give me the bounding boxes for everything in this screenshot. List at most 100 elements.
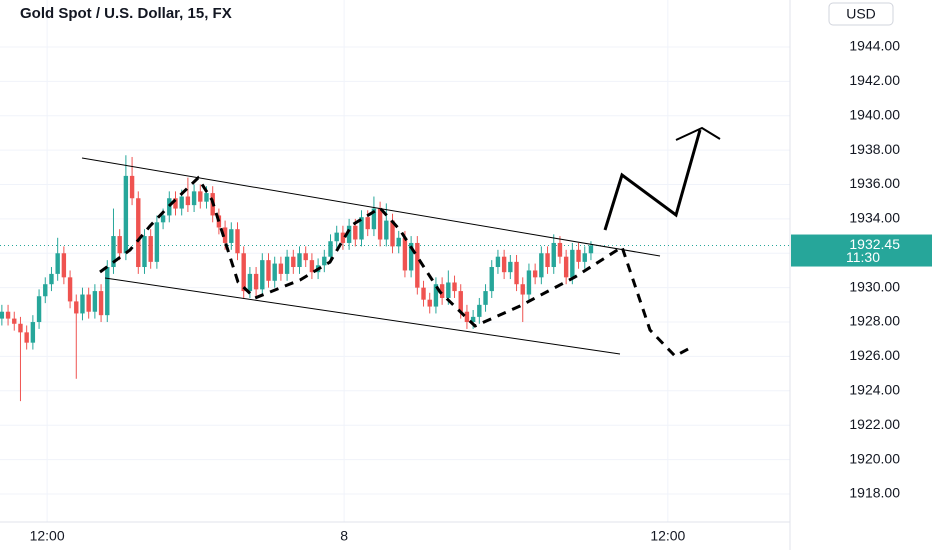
candle-body (408, 242, 414, 271)
y-tick-label: 1938.00 (849, 141, 900, 157)
candle-body (36, 296, 42, 323)
candle-body (12, 318, 17, 324)
candle-body (55, 253, 60, 274)
candle-body (452, 282, 457, 292)
candle-body (291, 256, 296, 268)
candle-body (167, 198, 172, 216)
candle-body (588, 245, 594, 254)
drawings (81, 126, 721, 358)
candle-body (334, 232, 339, 242)
candle-body (154, 222, 160, 262)
candle-body (18, 323, 23, 333)
candle-body (303, 253, 308, 261)
candle-body (136, 198, 141, 268)
y-tick-label: 1936.00 (849, 175, 900, 191)
candle-body (402, 237, 408, 271)
candle-body (278, 263, 284, 274)
candle-body (532, 270, 538, 278)
candle-body (427, 299, 432, 307)
last-price-label: 1932.45 (849, 236, 900, 252)
candle-body (557, 242, 563, 257)
y-tick-label: 1940.00 (849, 106, 900, 122)
candle-body (266, 260, 271, 281)
candle-body (346, 225, 352, 243)
candle-body (173, 198, 178, 209)
candle-body (253, 273, 259, 290)
candle-body (501, 256, 507, 273)
candle-body (235, 229, 240, 254)
candle-body (43, 284, 48, 297)
candle-body (129, 175, 135, 199)
candle-body (477, 304, 482, 317)
y-tick-label: 1926.00 (849, 347, 900, 363)
candle-body (185, 196, 191, 206)
candle-body (539, 253, 544, 278)
candle-body (470, 316, 476, 323)
candle-body (61, 253, 67, 278)
candle-body (204, 193, 209, 202)
candle-body (80, 294, 85, 314)
candle-body (142, 236, 147, 268)
candle-body (272, 263, 277, 281)
candle-body (160, 215, 166, 223)
candle-body (284, 256, 290, 274)
candle-body (377, 208, 383, 240)
y-tick-label: 1944.00 (849, 38, 900, 54)
candle-body (464, 311, 470, 323)
candle-body (105, 267, 110, 316)
candle-body (396, 237, 401, 247)
candle-body (421, 287, 426, 300)
candle-body (415, 242, 420, 288)
candle-body (545, 253, 550, 268)
channel-upper (81, 157, 661, 257)
candle-body (489, 267, 494, 292)
candle-body (520, 284, 525, 295)
candle-body (446, 282, 451, 298)
candle-body (570, 249, 575, 278)
candle-body (439, 284, 445, 298)
candle-body (24, 332, 29, 343)
chart-title: Gold Spot / U.S. Dollar, 15, FX (20, 5, 232, 22)
candle-body (49, 273, 54, 285)
candle-body (576, 249, 581, 262)
currency-button[interactable] (828, 2, 894, 26)
candle-body (297, 253, 302, 268)
candle-body (433, 284, 439, 307)
y-tick-label: 1934.00 (849, 210, 900, 226)
y-tick-label: 1920.00 (849, 450, 900, 466)
x-tick-label: 12:00 (30, 528, 65, 544)
candle-body (74, 301, 79, 314)
candle-body (384, 220, 389, 240)
currency[interactable]: USD (846, 6, 876, 22)
candle-body (30, 322, 36, 343)
channel-lower (104, 277, 621, 355)
candle-body (92, 291, 98, 312)
candle-body (117, 236, 122, 254)
y-tick-label: 1918.00 (849, 485, 900, 501)
grid (0, 0, 790, 522)
candle-body (148, 236, 153, 262)
countdown: 11:30 (846, 249, 880, 265)
candle-body (353, 225, 358, 240)
candle-body (495, 256, 501, 268)
candle-body (514, 261, 519, 285)
candle-body (241, 253, 246, 292)
candle-body (526, 270, 532, 295)
candle-body (322, 256, 327, 266)
candle-body (222, 227, 228, 243)
y-tick-label: 1942.00 (849, 72, 900, 88)
bullish-path (603, 129, 702, 231)
candle-body (229, 229, 234, 243)
candle-body (260, 260, 265, 290)
y-tick-label: 1924.00 (849, 382, 900, 398)
candle-body (551, 242, 556, 268)
candle-body (86, 294, 91, 312)
candle-body (247, 273, 253, 292)
y-tick-label: 1928.00 (849, 313, 900, 329)
candle-body (309, 260, 315, 273)
last-price-tag (791, 234, 932, 267)
y-tick-label: 1930.00 (849, 278, 900, 294)
x-tick-label: 12:00 (650, 528, 685, 544)
